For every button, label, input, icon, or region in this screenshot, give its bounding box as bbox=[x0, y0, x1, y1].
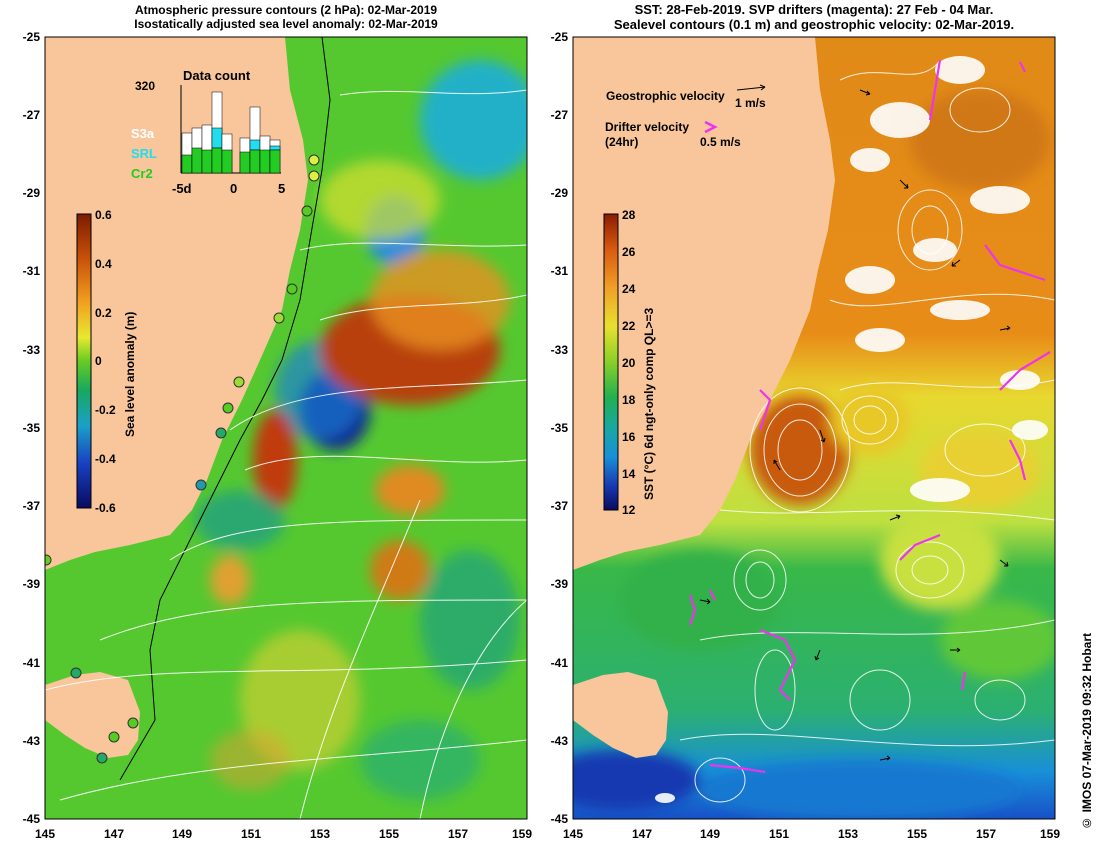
data-count-inset: Data count 320 -5d 0 bbox=[131, 68, 285, 196]
left-title-line1: Atmospheric pressure contours (2 hPa): 0… bbox=[134, 3, 438, 17]
sst-tick: 12 bbox=[622, 503, 636, 517]
sla-tick: 0.2 bbox=[95, 306, 112, 320]
lon-label: 151 bbox=[769, 827, 789, 841]
lon-label: 155 bbox=[907, 827, 927, 841]
lon-axis-left: 145 147 149 151 153 155 157 159 bbox=[35, 827, 532, 841]
inset-xtick-0: 0 bbox=[230, 181, 237, 196]
inset-xtick-5: 5 bbox=[278, 181, 285, 196]
sst-tick: 28 bbox=[622, 208, 636, 222]
right-land-mainland bbox=[573, 37, 835, 570]
geo-velocity-scale: 1 m/s bbox=[735, 96, 766, 110]
lat-label: -41 bbox=[551, 656, 569, 670]
lat-label: -45 bbox=[551, 812, 569, 826]
lon-label: 159 bbox=[512, 827, 532, 841]
lat-label: -27 bbox=[551, 108, 569, 122]
left-map bbox=[45, 37, 527, 819]
lon-label: 153 bbox=[310, 827, 330, 841]
lon-label: 157 bbox=[448, 827, 468, 841]
tide-gauge-markers bbox=[45, 154, 320, 764]
lat-label: -39 bbox=[551, 577, 569, 591]
sst-tick: 20 bbox=[622, 356, 636, 370]
sla-tick: -0.2 bbox=[95, 403, 116, 417]
lat-axis-right: -25 -27 -29 -31 -33 -35 -37 -39 -41 -43 … bbox=[551, 30, 569, 826]
sst-tick: 26 bbox=[622, 245, 636, 259]
lat-label: -43 bbox=[23, 734, 41, 748]
inset-title: Data count bbox=[183, 68, 251, 83]
sla-tick: 0.4 bbox=[95, 257, 112, 271]
lon-label: 157 bbox=[976, 827, 996, 841]
lat-axis-left: -25 -27 -29 -31 -33 -35 -37 -39 -41 -43 … bbox=[23, 30, 41, 826]
geostrophic-arrows bbox=[699, 89, 1011, 761]
lat-label: -27 bbox=[23, 108, 41, 122]
sla-tick: -0.6 bbox=[95, 501, 116, 515]
left-title-line2: Isostatically adjusted sea level anomaly… bbox=[134, 17, 438, 31]
sst-colorbar-label: SST (°C) 6d ngt-only comp QL>=3 bbox=[642, 308, 656, 500]
lat-label: -41 bbox=[23, 656, 41, 670]
lat-label: -37 bbox=[23, 499, 41, 513]
lat-label: -35 bbox=[551, 421, 569, 435]
sla-tick: 0 bbox=[95, 354, 102, 368]
lat-label: -35 bbox=[23, 421, 41, 435]
sla-colorbar-label: Sea level anomaly (m) bbox=[123, 312, 137, 437]
lon-label: 151 bbox=[241, 827, 261, 841]
imos-credit: © IMOS 07-Mar-2019 09:32 Hobart bbox=[1080, 633, 1094, 830]
inset-ymax-label: 320 bbox=[135, 79, 155, 93]
lon-label: 147 bbox=[632, 827, 652, 841]
lon-label: 149 bbox=[700, 827, 720, 841]
lat-label: -39 bbox=[23, 577, 41, 591]
drifter-tracks bbox=[688, 59, 1051, 774]
legend-s3a: S3a bbox=[131, 126, 155, 141]
lat-label: -25 bbox=[551, 30, 569, 44]
sst-colorbar: 28 26 24 22 20 18 16 14 12 SST (°C) 6d n… bbox=[603, 208, 656, 517]
legend-srl: SRL bbox=[131, 146, 157, 161]
lon-label: 145 bbox=[563, 827, 583, 841]
velocity-legend: Geostrophic velocity 1 m/s Drifter veloc… bbox=[605, 84, 766, 149]
lat-label: -33 bbox=[551, 343, 569, 357]
sla-tick: -0.4 bbox=[95, 452, 116, 466]
drifter-velocity-scale: 0.5 m/s bbox=[700, 135, 741, 149]
sst-tick: 14 bbox=[622, 467, 636, 481]
lat-label: -25 bbox=[23, 30, 41, 44]
lat-label: -37 bbox=[551, 499, 569, 513]
lon-label: 145 bbox=[35, 827, 55, 841]
lon-label: 147 bbox=[104, 827, 124, 841]
lon-label: 153 bbox=[838, 827, 858, 841]
lat-label: -31 bbox=[551, 264, 569, 278]
sst-tick: 22 bbox=[622, 319, 636, 333]
right-map bbox=[573, 37, 1055, 819]
lon-label: 159 bbox=[1040, 827, 1060, 841]
lat-label: -33 bbox=[23, 343, 41, 357]
lon-label: 155 bbox=[379, 827, 399, 841]
right-title-line1: SST: 28-Feb-2019. SVP drifters (magenta)… bbox=[634, 2, 994, 17]
lat-label: -29 bbox=[551, 186, 569, 200]
sst-tick: 18 bbox=[622, 393, 636, 407]
drifter-velocity-sub: (24hr) bbox=[605, 135, 638, 149]
lat-label: -43 bbox=[551, 734, 569, 748]
sla-tick: 0.6 bbox=[95, 208, 112, 222]
geo-velocity-label: Geostrophic velocity bbox=[606, 89, 725, 103]
right-title-line2: Sealevel contours (0.1 m) and geostrophi… bbox=[613, 17, 1015, 32]
sla-colorbar: 0.6 0.4 0.2 0 -0.2 -0.4 -0.6 Sea level a… bbox=[76, 208, 137, 515]
lat-label: -31 bbox=[23, 264, 41, 278]
sst-tick: 16 bbox=[622, 430, 636, 444]
drifter-velocity-label: Drifter velocity bbox=[605, 120, 689, 134]
inset-xtick-neg5: -5d bbox=[172, 181, 192, 196]
lon-axis-right: 145 147 149 151 153 155 157 159 bbox=[563, 827, 1060, 841]
lat-label: -45 bbox=[23, 812, 41, 826]
lat-label: -29 bbox=[23, 186, 41, 200]
right-land-tasmania bbox=[573, 672, 668, 758]
sst-tick: 24 bbox=[622, 282, 636, 296]
lon-label: 149 bbox=[172, 827, 192, 841]
legend-cr2: Cr2 bbox=[131, 166, 153, 181]
